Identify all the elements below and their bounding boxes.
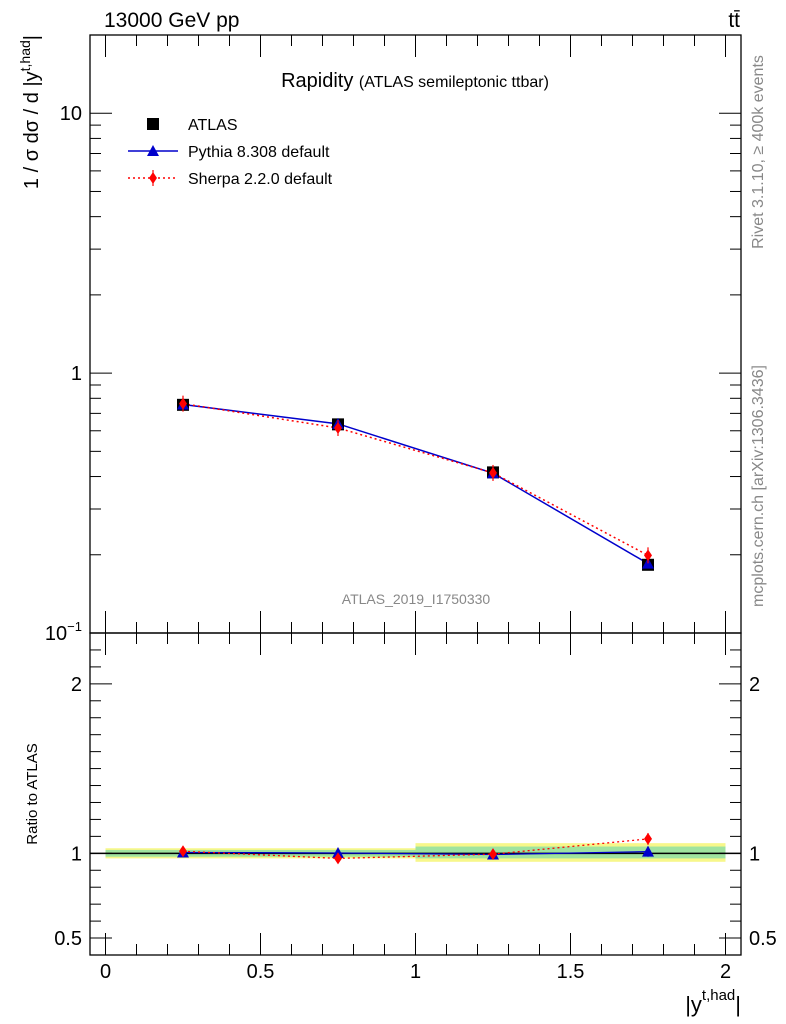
ratio-point-sherpa xyxy=(179,845,187,858)
chart-title: Rapidity (ATLAS semileptonic ttbar) xyxy=(281,70,549,92)
y-axis-label-ratio: Ratio to ATLAS xyxy=(24,743,41,844)
x-tick-label: 0.5 xyxy=(247,961,275,983)
data-point-sherpa xyxy=(644,549,652,562)
data-point-sherpa xyxy=(179,397,187,410)
y-tick-label-main: 1 xyxy=(71,363,82,385)
y-tick-label-ratio-right: 0.5 xyxy=(749,928,777,950)
legend-label-2: Sherpa 2.2.0 default xyxy=(188,171,333,188)
rivet-label: Rivet 3.1.10, ≥ 400k events xyxy=(750,55,767,249)
legend-marker-sherpa xyxy=(149,172,157,184)
data-point-sherpa xyxy=(489,466,497,479)
legend: ATLAS Pythia 8.308 default Sherpa 2.2.0 de… xyxy=(128,117,333,188)
y-tick-label-main: 10 xyxy=(60,103,82,125)
y-tick-label-ratio: 2 xyxy=(71,674,82,696)
series-line-2 xyxy=(182,402,649,556)
legend-marker-atlas xyxy=(147,118,159,130)
legend-marker-pythia xyxy=(147,145,159,156)
ratio-line-0 xyxy=(182,850,649,856)
mcplots-label: mcplots.cern.ch [arXiv:1306.3436] xyxy=(750,365,767,607)
ratio-point-sherpa xyxy=(334,852,342,865)
y-tick-label-ratio-right: 1 xyxy=(749,843,760,865)
data-point-sherpa xyxy=(334,421,342,434)
x-tick-label: 1.5 xyxy=(557,961,585,983)
energy-label: 13000 GeV pp xyxy=(104,9,239,32)
y-tick-label-ratio: 0.5 xyxy=(54,928,82,950)
main-panel: 10 1 10−1 Rapidity (ATLAS semileptonic ttb… xyxy=(17,34,742,645)
legend-label-1: Pythia 8.308 default xyxy=(188,144,330,161)
y-tick-label-ratio-right: 2 xyxy=(749,674,760,696)
watermark: ATLAS_2019_I1750330 xyxy=(342,591,491,607)
ratio-point-sherpa xyxy=(644,832,652,845)
legend-label-0: ATLAS xyxy=(188,117,238,134)
ratio-frame xyxy=(89,632,742,956)
ratio-point-sherpa xyxy=(489,848,497,861)
series-line-1 xyxy=(182,403,649,565)
x-tick-label: 2 xyxy=(720,961,731,983)
x-axis-label: |yt,had| xyxy=(685,987,741,1017)
ratio-point-pythia xyxy=(642,845,654,857)
y-axis-label-main: 1 / σ dσ / d |yt,had| xyxy=(17,35,43,189)
y-tick-label-main: 10−1 xyxy=(45,619,82,645)
y-tick-label-ratio: 1 xyxy=(71,843,82,865)
process-label: tt̄ xyxy=(728,9,740,32)
x-tick-label: 0 xyxy=(100,961,111,983)
ratio-panel: 2 2 1 1 0.5 0.5 0 0.5 1 1.5 2 Ratio to ATLAS |yt,h… xyxy=(24,632,777,1017)
x-tick-label: 1 xyxy=(410,961,421,983)
